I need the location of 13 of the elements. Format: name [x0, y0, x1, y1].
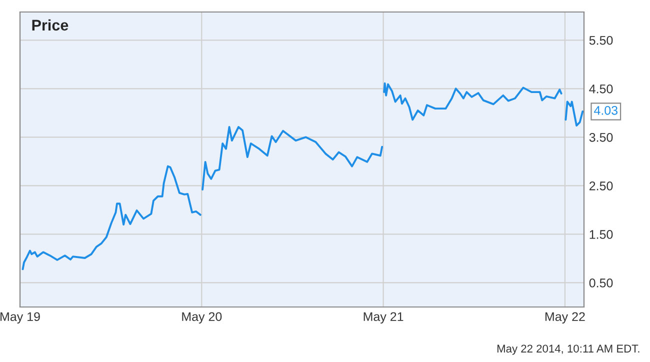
y-tick-label: 2.50 — [589, 182, 613, 190]
x-tick-label: May 21 — [364, 312, 404, 324]
y-tick-label: 1.50 — [590, 230, 613, 239]
chart-title: Price — [32, 19, 68, 31]
x-tick-label: May 19 — [0, 312, 40, 324]
text: May 22 2014, 10:11 AM EDT. — [497, 344, 640, 355]
y-tick-label: 3.50 — [589, 132, 613, 142]
y-tick-label: 0.50 — [589, 278, 613, 288]
annotation: 4.03 — [594, 106, 618, 115]
y-tick-label: 5.50 — [589, 36, 613, 45]
x-tick-label: May 22 — [545, 312, 585, 324]
x-tick-label: May 20 — [182, 312, 222, 324]
y-tick-label: 4.50 — [589, 84, 613, 94]
